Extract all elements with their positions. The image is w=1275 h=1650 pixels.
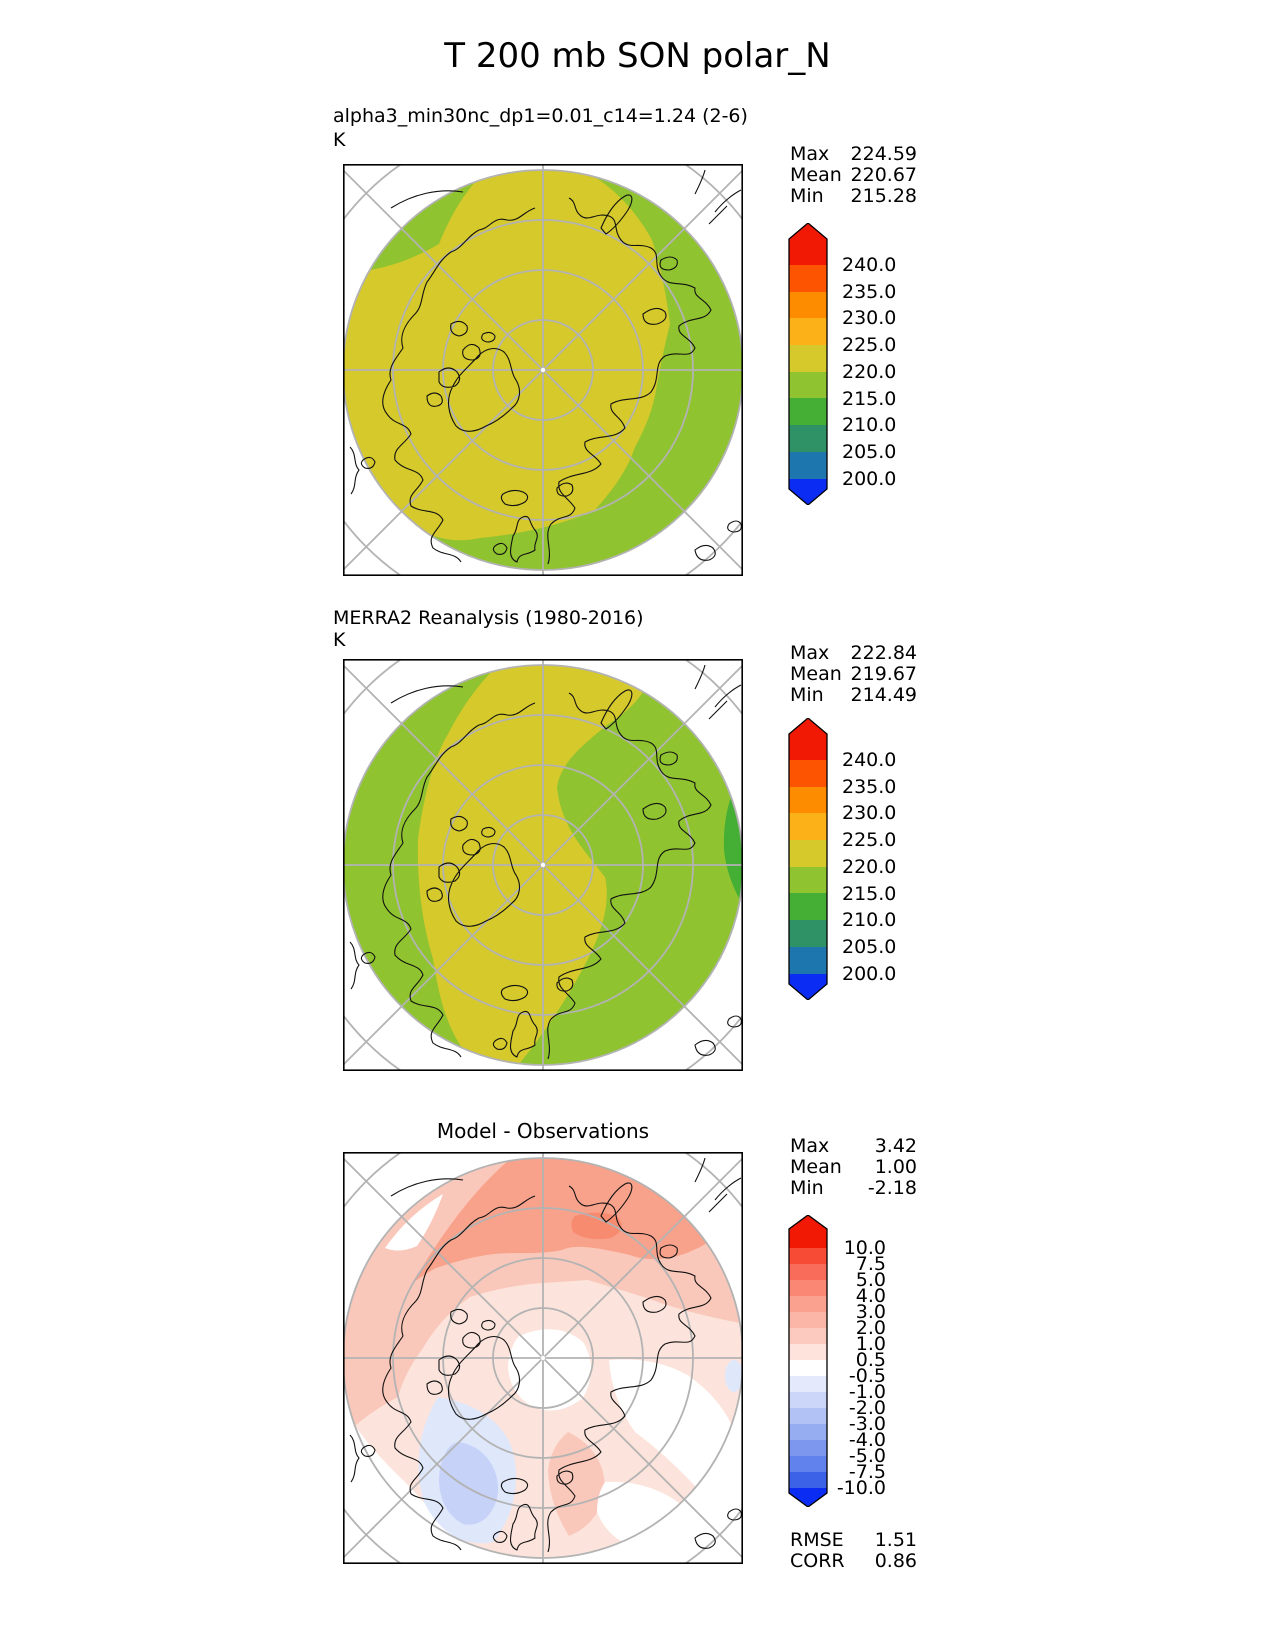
stat-label: Mean <box>790 164 842 186</box>
stat-value: 219.67 <box>850 663 917 685</box>
map-difference <box>343 1152 743 1564</box>
panel1-subtitle: alpha3_min30nc_dp1=0.01_c14=1.24 (2-6) <box>333 105 748 127</box>
stat-row: Mean 219.67 <box>790 664 917 685</box>
stat-row: Max 224.59 <box>790 144 917 165</box>
colorbar-tick: 235.0 <box>842 776 897 798</box>
panel2-subtitle: MERRA2 Reanalysis (1980-2016) <box>333 607 644 629</box>
colorbar-tick: 230.0 <box>842 802 897 824</box>
stat-value: 222.84 <box>850 642 917 664</box>
panel1-units-label: K <box>333 129 346 151</box>
colorbar-tick: 240.0 <box>842 254 897 276</box>
colorbar-tick: 205.0 <box>842 936 897 958</box>
stat-label: Mean <box>790 663 842 685</box>
stat-row: Max 222.84 <box>790 643 917 664</box>
stat-value: 1.00 <box>874 1156 917 1178</box>
colorbar-tick: 7.5 <box>855 1253 886 1275</box>
metric-row: RMSE 1.51 <box>790 1530 917 1551</box>
colorbar-tick: 200.0 <box>842 963 897 985</box>
stat-row: Max 3.42 <box>790 1136 917 1157</box>
map-reference <box>343 659 743 1071</box>
stat-label: Max <box>790 1135 830 1157</box>
stat-label: Min <box>790 185 824 207</box>
stat-value: 3.42 <box>874 1135 917 1157</box>
colorbar-temperature-reference <box>788 718 828 1000</box>
colorbar-tick: -3.0 <box>848 1413 886 1435</box>
stat-row: Min -2.18 <box>790 1178 917 1199</box>
colorbar-tick: 2.0 <box>855 1317 886 1339</box>
colorbar-tick: 0.5 <box>855 1349 886 1371</box>
colorbar-temperature-model <box>788 223 828 505</box>
colorbar-tick: 230.0 <box>842 307 897 329</box>
colorbar-tick: 10.0 <box>843 1237 886 1259</box>
colorbar-tick: 205.0 <box>842 441 897 463</box>
colorbar-tick: -1.0 <box>848 1381 886 1403</box>
colorbar-tick: 220.0 <box>842 361 897 383</box>
colorbar-tick: 235.0 <box>842 281 897 303</box>
metric-label: RMSE <box>790 1529 844 1551</box>
metric-value: 0.86 <box>874 1550 917 1572</box>
stat-row: Mean 1.00 <box>790 1157 917 1178</box>
colorbar-tick: 4.0 <box>855 1285 886 1307</box>
colorbar-tick: 215.0 <box>842 388 897 410</box>
metric-row: CORR 0.86 <box>790 1551 917 1572</box>
stat-value: 214.49 <box>850 684 917 706</box>
colorbar-tick: -4.0 <box>848 1429 886 1451</box>
colorbar-tick: 225.0 <box>842 334 897 356</box>
colorbar-tick: -2.0 <box>848 1397 886 1419</box>
colorbar-tick: 5.0 <box>855 1269 886 1291</box>
stat-value: -2.18 <box>867 1177 917 1199</box>
page-title: T 200 mb SON polar_N <box>444 36 831 76</box>
colorbar-tick: 210.0 <box>842 909 897 931</box>
colorbar-tick: -5.0 <box>848 1445 886 1467</box>
stat-value: 220.67 <box>850 164 917 186</box>
colorbar-tick: -7.5 <box>848 1461 886 1483</box>
map-model <box>343 164 743 576</box>
panel3-title: Model - Observations <box>436 1119 650 1143</box>
metric-value: 1.51 <box>874 1529 917 1551</box>
stat-label: Max <box>790 143 830 165</box>
colorbar-tick: 240.0 <box>842 749 897 771</box>
colorbar-tick: 215.0 <box>842 883 897 905</box>
colorbar-tick: -10.0 <box>836 1477 886 1499</box>
colorbar-tick: 1.0 <box>855 1333 886 1355</box>
panel2-units-label: K <box>333 629 346 651</box>
colorbar-tick: 3.0 <box>855 1301 886 1323</box>
colorbar-difference <box>788 1215 828 1507</box>
stat-label: Min <box>790 684 824 706</box>
colorbar-tick: -0.5 <box>848 1365 886 1387</box>
stat-row: Mean 220.67 <box>790 165 917 186</box>
colorbar-tick: 200.0 <box>842 468 897 490</box>
colorbar-tick: 220.0 <box>842 856 897 878</box>
stat-label: Max <box>790 642 830 664</box>
stat-value: 215.28 <box>850 185 917 207</box>
stat-row: Min 214.49 <box>790 685 917 706</box>
colorbar-tick: 210.0 <box>842 414 897 436</box>
stat-value: 224.59 <box>850 143 917 165</box>
metric-label: CORR <box>790 1550 845 1572</box>
stat-label: Mean <box>790 1156 842 1178</box>
stat-label: Min <box>790 1177 824 1199</box>
stat-row: Min 215.28 <box>790 186 917 207</box>
colorbar-tick: 225.0 <box>842 829 897 851</box>
